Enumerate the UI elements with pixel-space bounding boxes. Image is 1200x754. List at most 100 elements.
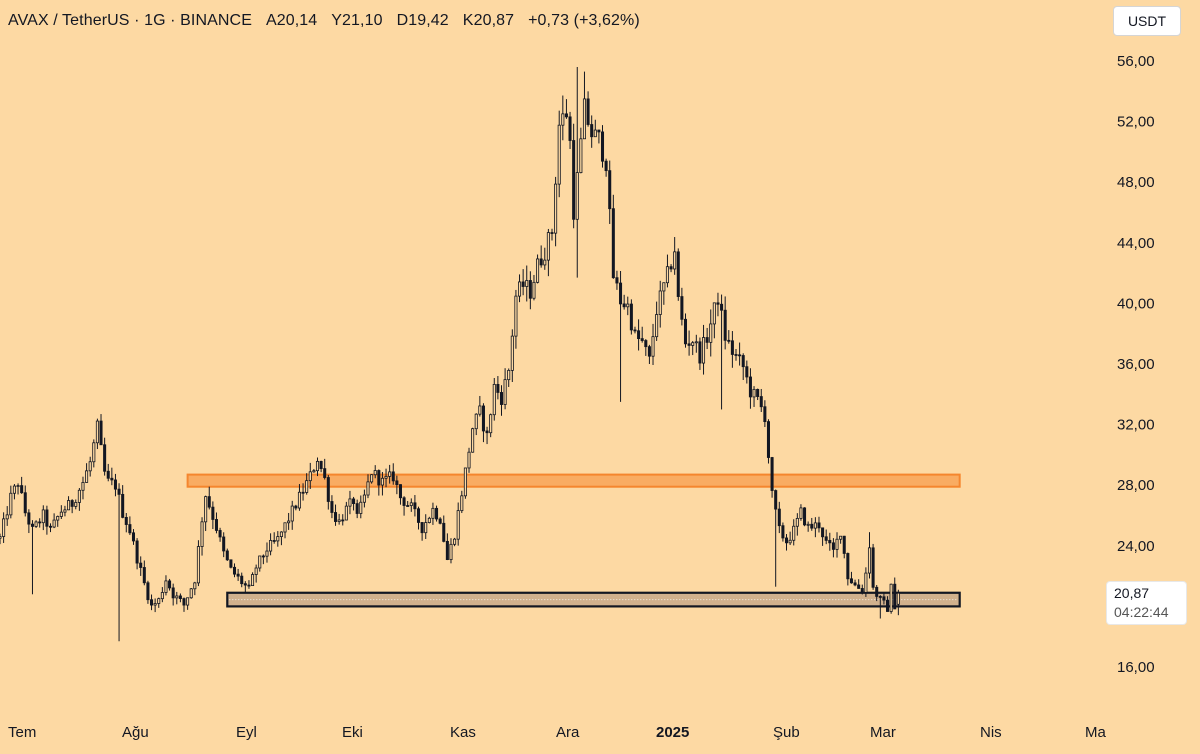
candle-up [186, 597, 190, 606]
candle-down [121, 493, 125, 518]
candle-up [788, 539, 792, 544]
candle-down [135, 540, 139, 564]
x-tick-label: Mar [870, 724, 896, 741]
candle-down [211, 506, 215, 520]
candle-down [420, 522, 424, 534]
candle-up [85, 470, 89, 483]
x-tick-label: Tem [8, 724, 36, 741]
candle-down [734, 354, 738, 356]
candle-down [821, 527, 825, 538]
candle-up [276, 536, 280, 542]
candle-down [352, 498, 356, 505]
candle-down [99, 420, 103, 446]
candle-down [860, 588, 864, 593]
candle-down [770, 457, 774, 491]
candle-down [647, 346, 651, 357]
candle-down [608, 170, 612, 210]
candle-up [297, 491, 301, 509]
candle-up [546, 232, 550, 261]
candle-up [489, 414, 493, 434]
candle-down [398, 484, 402, 499]
candle-down [637, 330, 641, 340]
candle-down [597, 129, 601, 133]
candle-down [857, 584, 861, 589]
price-change: +0,73 (+3,62%) [528, 12, 640, 29]
candle-up [561, 113, 565, 126]
candle-down [882, 596, 886, 601]
candle-down [683, 318, 688, 345]
candle-down [113, 479, 117, 490]
candle-down [171, 587, 175, 599]
candle-up [88, 461, 92, 472]
candle-up [889, 583, 893, 612]
candle-up [792, 525, 796, 541]
candle-up [160, 592, 164, 600]
candle-up [56, 516, 60, 521]
candle-up [864, 572, 868, 593]
candle-up [41, 509, 45, 524]
candle-down [103, 444, 107, 472]
symbol-label[interactable]: AVAX / TetherUS · 1G · BINANCE [8, 12, 252, 29]
candle-up [867, 547, 872, 574]
candle-down [849, 578, 853, 584]
candle-down [395, 480, 399, 485]
candle-down [716, 302, 720, 305]
candle-up [593, 129, 597, 138]
last-price: 20,87 [1114, 585, 1150, 601]
candle-up [315, 460, 320, 472]
candle-down [110, 477, 114, 481]
candle-up [665, 266, 669, 284]
candle-up [12, 485, 16, 494]
candle-up [673, 251, 677, 270]
candle-down [676, 251, 680, 297]
candle-up [384, 475, 388, 479]
candle-down [301, 491, 305, 494]
candle-down [232, 566, 237, 575]
candle-down [146, 582, 150, 601]
symbol-header: AVAX / TetherUS · 1G · BINANCE A20,14 Y2… [8, 12, 640, 30]
currency-button[interactable]: USDT [1113, 6, 1181, 36]
candle-down [846, 553, 850, 580]
candle-up [662, 282, 666, 292]
candle-up [467, 451, 471, 469]
candle-up [835, 538, 839, 550]
candle-up [525, 280, 529, 287]
candle-down [70, 500, 74, 507]
candle-up [269, 540, 273, 552]
candle-up [308, 471, 312, 482]
candle-down [828, 539, 832, 544]
candle-down [853, 582, 857, 586]
candle-up [463, 467, 467, 497]
candle-down [669, 266, 673, 270]
candle-down [128, 524, 132, 534]
candle-down [402, 497, 406, 506]
candle-down [496, 384, 500, 393]
candle-down [214, 519, 218, 531]
candle-up [290, 505, 294, 522]
candle-down [738, 354, 742, 357]
candle-down [30, 523, 34, 527]
candle-down [878, 596, 882, 598]
candle-up [189, 588, 193, 599]
x-tick-label: Eyl [236, 724, 257, 741]
x-tick-label: Ara [556, 724, 580, 741]
candle-up [200, 521, 204, 547]
candle-down [568, 116, 572, 141]
candle-up [453, 538, 457, 545]
x-tick-label: Eki [342, 724, 363, 741]
candle-down [485, 430, 489, 434]
candle-down [334, 512, 338, 522]
candle-up [164, 580, 168, 593]
y-tick-label: 40,00 [1117, 295, 1155, 312]
candle-down [774, 490, 778, 510]
candle-up [59, 511, 63, 517]
candle-down [499, 392, 504, 405]
candle-down [481, 405, 485, 432]
candle-down [377, 470, 381, 486]
candle-up [175, 595, 179, 599]
candle-up [474, 413, 478, 430]
candle-down [406, 505, 410, 507]
candle-down [886, 599, 890, 612]
